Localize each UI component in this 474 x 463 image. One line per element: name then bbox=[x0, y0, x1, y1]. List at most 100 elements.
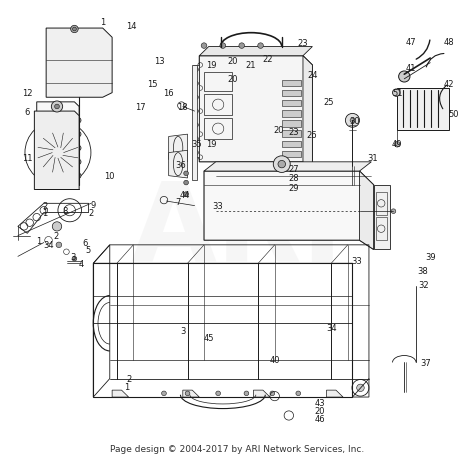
Circle shape bbox=[75, 146, 81, 151]
Polygon shape bbox=[112, 390, 128, 397]
Bar bbox=[282, 121, 301, 127]
Circle shape bbox=[296, 391, 301, 396]
Polygon shape bbox=[303, 56, 312, 169]
Bar bbox=[282, 81, 301, 87]
Bar bbox=[375, 193, 387, 215]
Text: 18: 18 bbox=[177, 103, 188, 112]
Circle shape bbox=[216, 391, 220, 396]
Bar bbox=[193, 66, 199, 158]
Text: 41: 41 bbox=[406, 63, 417, 73]
Polygon shape bbox=[169, 135, 188, 163]
Text: 30: 30 bbox=[349, 117, 360, 125]
Text: 48: 48 bbox=[444, 38, 455, 47]
Text: 19: 19 bbox=[206, 139, 216, 149]
Circle shape bbox=[194, 110, 198, 114]
Bar bbox=[282, 141, 301, 148]
Circle shape bbox=[194, 68, 198, 73]
Text: 25: 25 bbox=[324, 98, 334, 107]
Circle shape bbox=[75, 174, 81, 179]
Text: 20: 20 bbox=[314, 407, 325, 415]
Circle shape bbox=[56, 243, 62, 248]
Text: 33: 33 bbox=[352, 257, 363, 266]
Circle shape bbox=[73, 28, 76, 32]
Circle shape bbox=[185, 391, 190, 396]
Circle shape bbox=[52, 222, 62, 232]
Text: 13: 13 bbox=[154, 57, 164, 66]
Circle shape bbox=[273, 156, 290, 173]
Text: 50: 50 bbox=[448, 110, 459, 119]
Polygon shape bbox=[199, 56, 312, 169]
Text: ARI: ARI bbox=[130, 178, 344, 285]
Circle shape bbox=[55, 105, 59, 110]
Text: 2: 2 bbox=[126, 374, 131, 383]
Circle shape bbox=[184, 193, 189, 197]
Text: 6: 6 bbox=[25, 107, 30, 116]
Text: 16: 16 bbox=[164, 89, 174, 98]
Bar bbox=[375, 218, 387, 241]
Circle shape bbox=[75, 160, 81, 165]
Text: 46: 46 bbox=[314, 414, 325, 423]
Text: 8: 8 bbox=[62, 206, 68, 215]
Circle shape bbox=[394, 142, 400, 148]
Bar bbox=[204, 73, 232, 92]
Text: 20: 20 bbox=[227, 57, 237, 66]
Polygon shape bbox=[254, 390, 270, 397]
Text: 23: 23 bbox=[288, 128, 299, 137]
Polygon shape bbox=[183, 390, 199, 397]
Circle shape bbox=[52, 148, 64, 159]
Circle shape bbox=[201, 44, 207, 49]
Circle shape bbox=[162, 391, 166, 396]
Circle shape bbox=[71, 26, 78, 34]
Text: 1: 1 bbox=[42, 209, 47, 218]
Circle shape bbox=[270, 391, 275, 396]
Text: 36: 36 bbox=[175, 160, 186, 169]
Circle shape bbox=[357, 384, 364, 392]
Bar bbox=[192, 66, 197, 181]
Text: 28: 28 bbox=[288, 174, 299, 183]
Bar bbox=[282, 151, 301, 158]
Text: 40: 40 bbox=[269, 355, 280, 364]
Text: 3: 3 bbox=[70, 252, 76, 261]
Circle shape bbox=[184, 172, 189, 176]
Text: 26: 26 bbox=[306, 131, 317, 139]
Text: 31: 31 bbox=[367, 153, 378, 163]
Polygon shape bbox=[204, 172, 374, 250]
Circle shape bbox=[75, 118, 81, 124]
Text: 44: 44 bbox=[180, 190, 191, 199]
Text: 51: 51 bbox=[392, 89, 402, 98]
Circle shape bbox=[239, 44, 245, 49]
Circle shape bbox=[220, 44, 226, 49]
Text: 45: 45 bbox=[203, 333, 214, 342]
Text: 2: 2 bbox=[53, 232, 58, 241]
Bar bbox=[282, 111, 301, 117]
Circle shape bbox=[258, 44, 264, 49]
Polygon shape bbox=[36, 103, 79, 190]
Text: 6: 6 bbox=[82, 238, 88, 248]
Circle shape bbox=[244, 391, 249, 396]
Text: 19: 19 bbox=[206, 61, 216, 70]
Text: 12: 12 bbox=[22, 89, 33, 98]
Text: 9: 9 bbox=[91, 200, 96, 209]
Polygon shape bbox=[204, 163, 371, 172]
Text: 29: 29 bbox=[288, 183, 299, 192]
Circle shape bbox=[399, 72, 410, 83]
Bar bbox=[282, 91, 301, 97]
Circle shape bbox=[278, 161, 285, 169]
Bar bbox=[282, 131, 301, 138]
Bar bbox=[374, 186, 390, 250]
Text: 22: 22 bbox=[263, 55, 273, 63]
Polygon shape bbox=[199, 47, 312, 56]
Text: 32: 32 bbox=[418, 280, 428, 289]
Circle shape bbox=[184, 181, 189, 186]
Text: 34: 34 bbox=[326, 324, 337, 332]
Circle shape bbox=[72, 257, 77, 262]
Circle shape bbox=[194, 123, 198, 128]
Polygon shape bbox=[35, 112, 79, 190]
Text: 42: 42 bbox=[444, 80, 454, 89]
Bar bbox=[397, 89, 449, 130]
Text: 10: 10 bbox=[105, 172, 115, 181]
Text: 38: 38 bbox=[418, 266, 428, 275]
Text: 24: 24 bbox=[307, 70, 318, 80]
Circle shape bbox=[194, 82, 198, 87]
Polygon shape bbox=[359, 172, 374, 250]
